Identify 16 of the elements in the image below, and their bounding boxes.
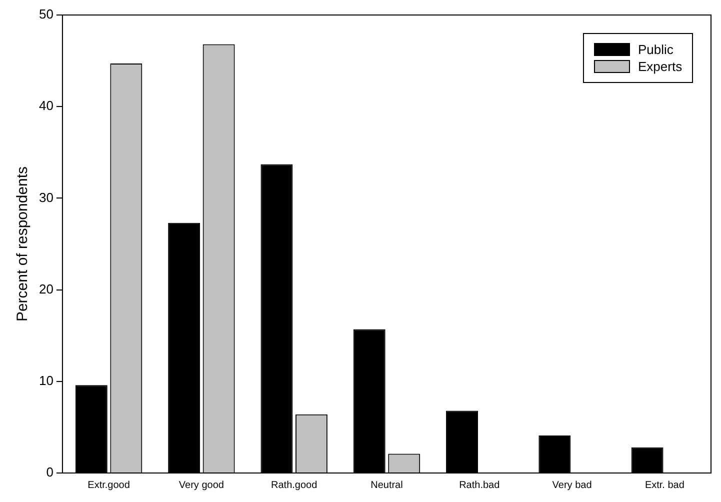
y-tick-label: 40 [38,98,54,114]
x-tick-label: Extr.good [88,480,130,491]
x-tick-label: Neutral [370,480,403,491]
y-axis-title: Percent of respondents [14,166,32,322]
y-tick-label: 0 [46,464,54,480]
x-tick-label: Rath.good [271,480,318,491]
x-tick-label: Very bad [552,480,592,491]
y-tick-label: 20 [38,281,54,296]
y-tick-label: 10 [38,372,54,388]
x-tick-label: Rath.bad [459,480,500,491]
y-tick-label: 30 [38,190,54,205]
x-tick-label: Very good [178,480,224,491]
y-tick-label: 50 [38,6,54,22]
legend-label: Public [638,42,674,57]
legend-label: Experts [638,59,682,74]
x-tick-label: Extr. bad [644,480,684,491]
